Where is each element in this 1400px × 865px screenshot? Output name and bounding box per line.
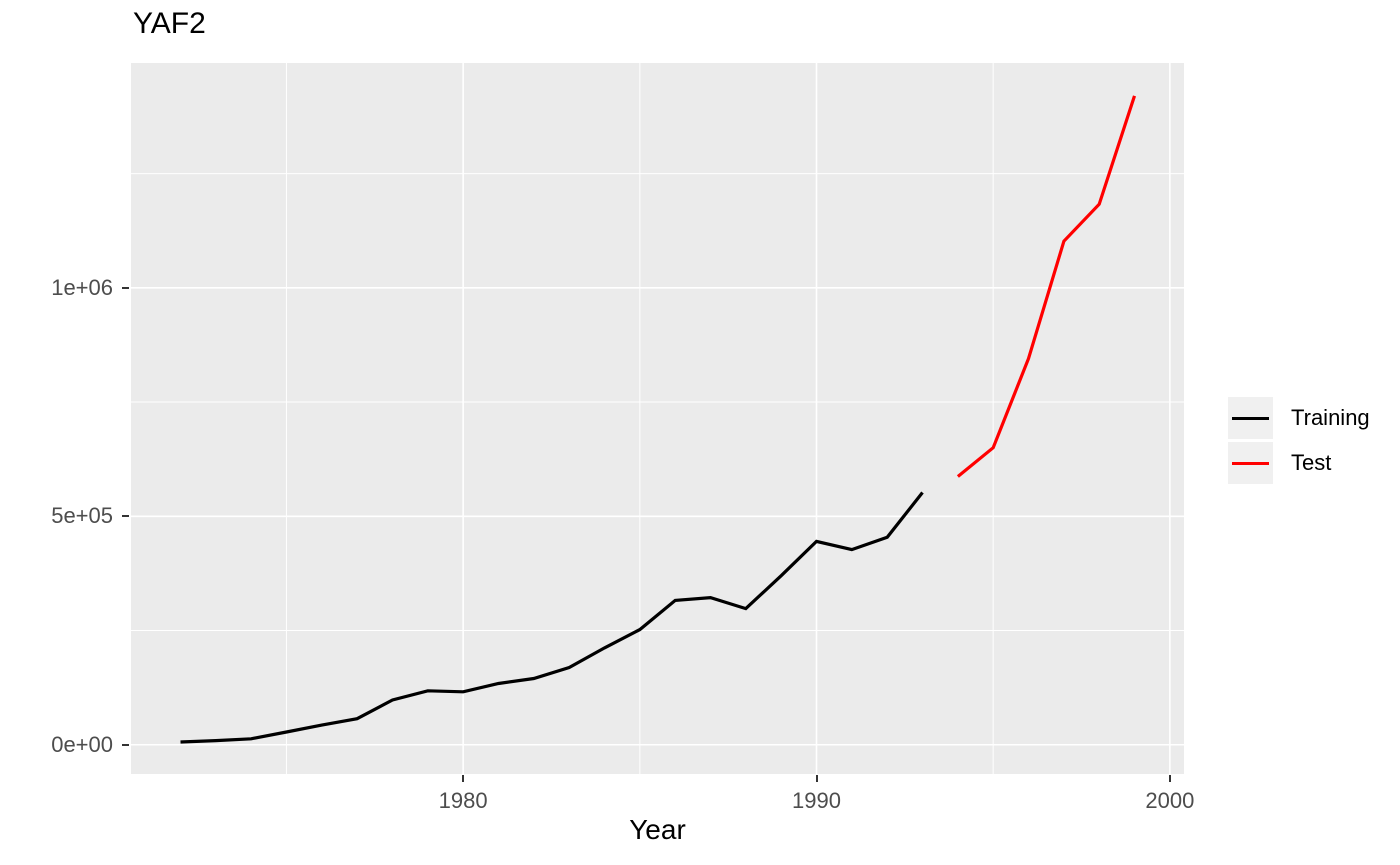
- x-tick-label: 2000: [1145, 788, 1195, 813]
- x-tick-label: 1980: [438, 788, 488, 813]
- legend-key-training: [1228, 397, 1273, 439]
- x-axis-title: Year: [629, 814, 686, 845]
- legend: Training Test: [1228, 397, 1370, 487]
- x-tick-mark: [815, 775, 818, 782]
- legend-item-test: Test: [1228, 442, 1370, 484]
- y-tick-mark: [122, 515, 129, 518]
- legend-label-test: Test: [1291, 450, 1332, 475]
- y-tick-label: 0e+00: [51, 731, 113, 757]
- x-tick-label: 1990: [792, 788, 841, 813]
- legend-item-training: Training: [1228, 397, 1370, 439]
- training-key-line-icon: [1232, 416, 1269, 420]
- x-tick-mark: [462, 775, 465, 782]
- y-tick-mark: [122, 743, 129, 746]
- plot-svg: [131, 63, 1184, 774]
- chart-title: YAF2: [133, 7, 206, 40]
- x-tick-mark: [1168, 775, 1171, 782]
- test-key-line-icon: [1232, 461, 1269, 465]
- plot-panel: [131, 63, 1184, 774]
- legend-key-test: [1228, 442, 1273, 484]
- test-line: [956, 95, 1137, 478]
- y-tick-mark: [122, 286, 129, 289]
- training-line: [180, 491, 924, 744]
- y-tick-label: 5e+05: [51, 503, 113, 529]
- y-tick-label: 1e+06: [51, 274, 113, 300]
- legend-label-training: Training: [1291, 405, 1370, 430]
